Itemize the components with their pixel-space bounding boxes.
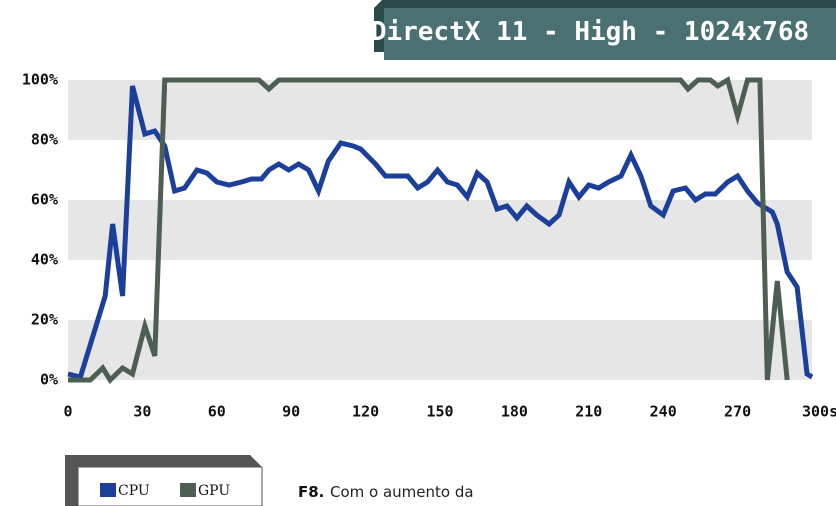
title-banner: DirectX 11 - High - 1024x768 [371, 0, 836, 60]
grid-band [68, 80, 812, 140]
legend-label: CPU [118, 483, 150, 499]
plot-background [68, 80, 812, 380]
x-tick-label: 210 [575, 403, 602, 421]
y-tick-label: 100% [22, 71, 58, 89]
x-tick-label: 60 [208, 403, 226, 421]
x-tick-label: 0 [63, 403, 72, 421]
y-tick-label: 0% [40, 371, 58, 389]
caption-label: F8. [298, 483, 324, 501]
series-line [67, 85, 814, 380]
legend-swatch [100, 483, 116, 497]
grid-band [68, 200, 812, 260]
y-tick-label: 80% [31, 131, 58, 149]
legend-label: GPU [198, 483, 230, 499]
x-tick-label: 90 [282, 403, 300, 421]
x-tick-label: 300s [802, 403, 836, 421]
x-tick-label: 180 [501, 403, 528, 421]
chart-title: DirectX 11 - High - 1024x768 [371, 17, 809, 47]
legend-swatch [180, 483, 196, 497]
caption: Com o aumento da [330, 483, 474, 501]
grid-band [68, 320, 812, 380]
x-tick-label: 120 [352, 403, 379, 421]
grid-band [68, 260, 812, 320]
y-tick-label: 40% [31, 251, 58, 269]
y-tick-label: 60% [31, 191, 58, 209]
y-tick-label: 20% [31, 311, 58, 329]
x-tick-label: 150 [426, 403, 453, 421]
series-line [68, 76, 790, 384]
x-tick-label: 30 [133, 403, 151, 421]
x-tick-label: 270 [724, 403, 751, 421]
legend [65, 455, 263, 506]
x-tick-label: 240 [650, 403, 677, 421]
